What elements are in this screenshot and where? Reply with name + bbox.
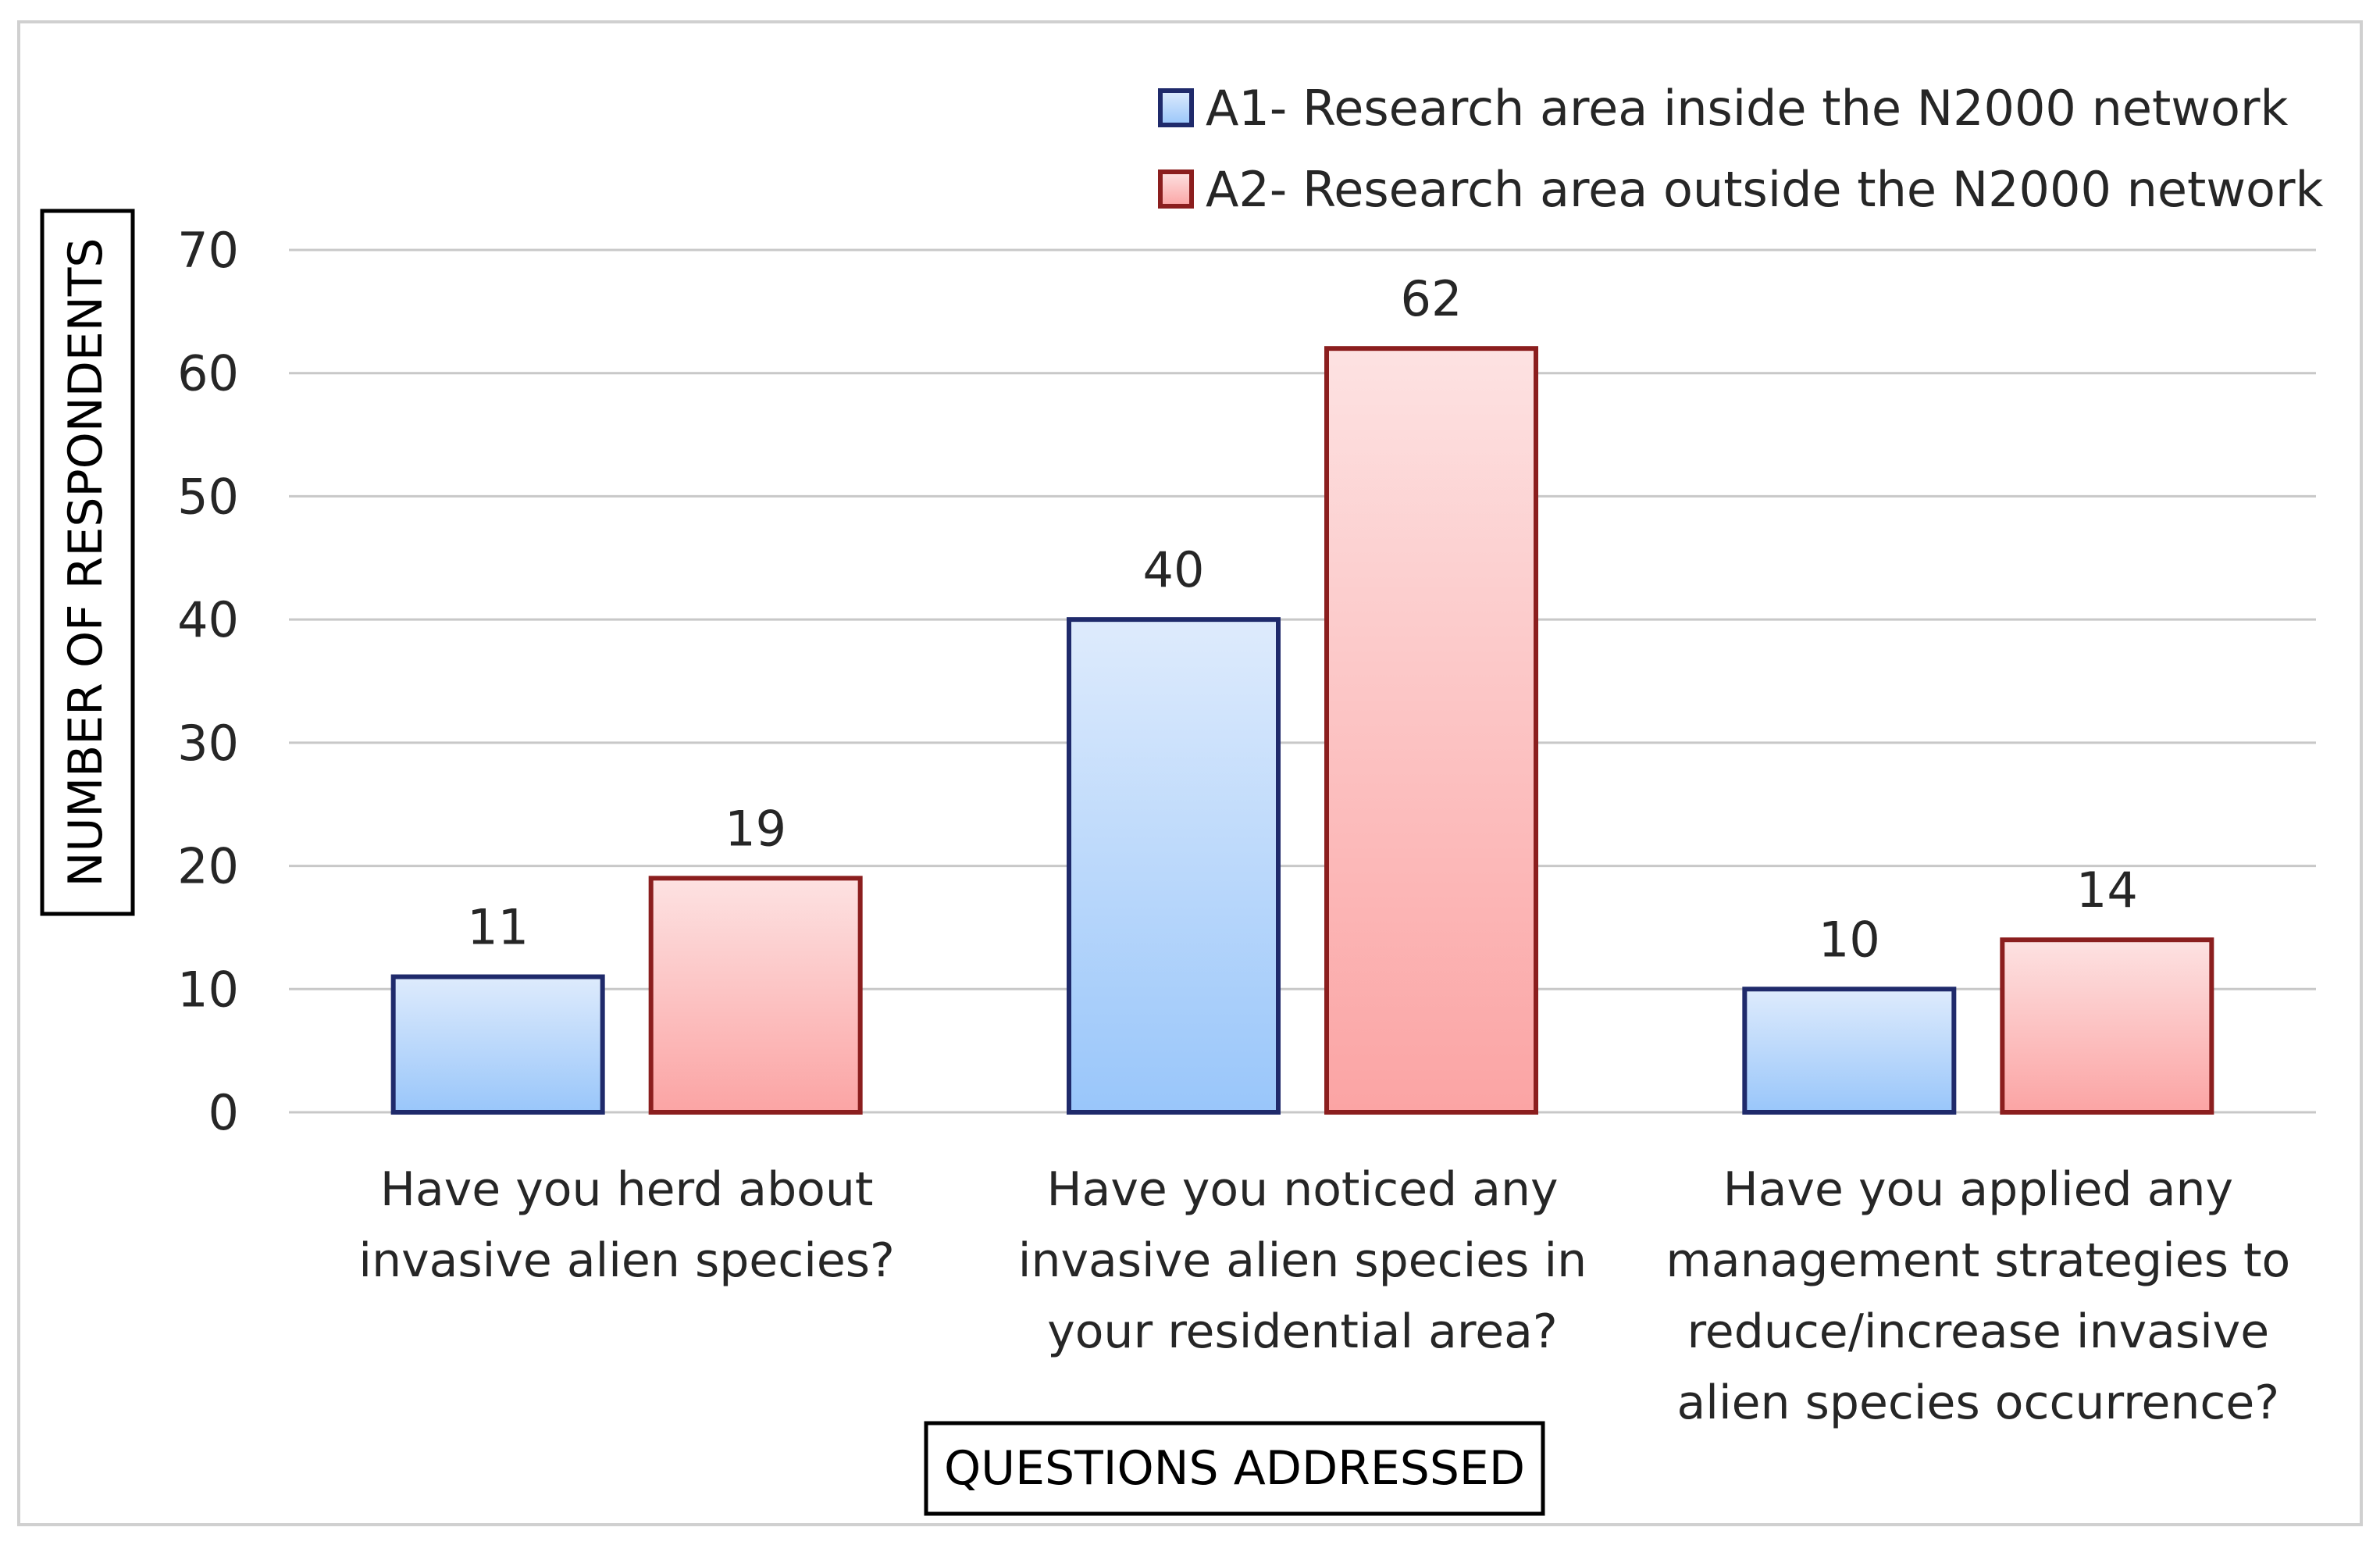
- x-category-label: invasive alien species in: [1018, 1233, 1587, 1288]
- y-tick-label: 0: [208, 1084, 239, 1141]
- x-category-label: management strategies to: [1666, 1233, 2290, 1288]
- bar-series2-cat1: [648, 876, 863, 1115]
- bar-series2-cat2: [1324, 346, 1538, 1115]
- x-category-label: reduce/increase invasive: [1687, 1304, 2269, 1359]
- data-label: 19: [725, 800, 786, 857]
- bar-series1-cat3: [1742, 987, 1957, 1115]
- y-axis-ticks: 0 10 20 30 40 50 60 70: [177, 222, 239, 1141]
- y-tick-label: 10: [177, 961, 239, 1018]
- y-tick-label: 50: [177, 468, 239, 525]
- y-axis-label: NUMBER OF RESPONDENTS: [59, 238, 113, 887]
- x-category-label: Have you noticed any: [1047, 1162, 1559, 1217]
- data-labels: 11 19 40 62 10 14: [467, 270, 2138, 968]
- y-tick-label: 40: [177, 591, 239, 648]
- data-label: 62: [1401, 270, 1463, 327]
- gridlines: [289, 248, 2316, 1114]
- data-label: 10: [1819, 911, 1880, 968]
- bar-series1-cat1: [390, 974, 605, 1115]
- legend: A1- Research area inside the N2000 netwo…: [1158, 80, 2323, 218]
- x-category-label: alien species occurrence?: [1677, 1376, 2280, 1430]
- data-label: 40: [1143, 541, 1205, 598]
- y-axis-title: NUMBER OF RESPONDENTS: [40, 209, 135, 916]
- x-category-label: Have you herd about: [380, 1162, 874, 1217]
- legend-label: A2- Research area outside the N2000 netw…: [1206, 161, 2323, 218]
- data-label: 14: [2076, 862, 2138, 919]
- x-axis-label: QUESTIONS ADDRESSED: [944, 1441, 1525, 1496]
- y-tick-label: 60: [177, 345, 239, 402]
- y-tick-label: 20: [177, 838, 239, 895]
- x-category-label: your residential area?: [1047, 1304, 1558, 1359]
- x-axis-title: QUESTIONS ADDRESSED: [924, 1421, 1545, 1516]
- legend-swatch: [1158, 169, 1194, 209]
- x-category-label: Have you applied any: [1723, 1162, 2233, 1217]
- x-axis-categories: Have you herd about invasive alien specie…: [358, 1162, 2290, 1430]
- bar-series2-cat3: [2000, 937, 2214, 1115]
- legend-label: A1- Research area inside the N2000 netwo…: [1206, 80, 2288, 137]
- bar-series1-cat2: [1067, 617, 1281, 1115]
- x-category-label: invasive alien species?: [358, 1233, 894, 1288]
- bars: [390, 346, 2214, 1115]
- y-tick-label: 30: [177, 715, 239, 772]
- y-tick-label: 70: [177, 222, 239, 279]
- legend-swatch: [1158, 88, 1194, 127]
- data-label: 11: [467, 899, 529, 956]
